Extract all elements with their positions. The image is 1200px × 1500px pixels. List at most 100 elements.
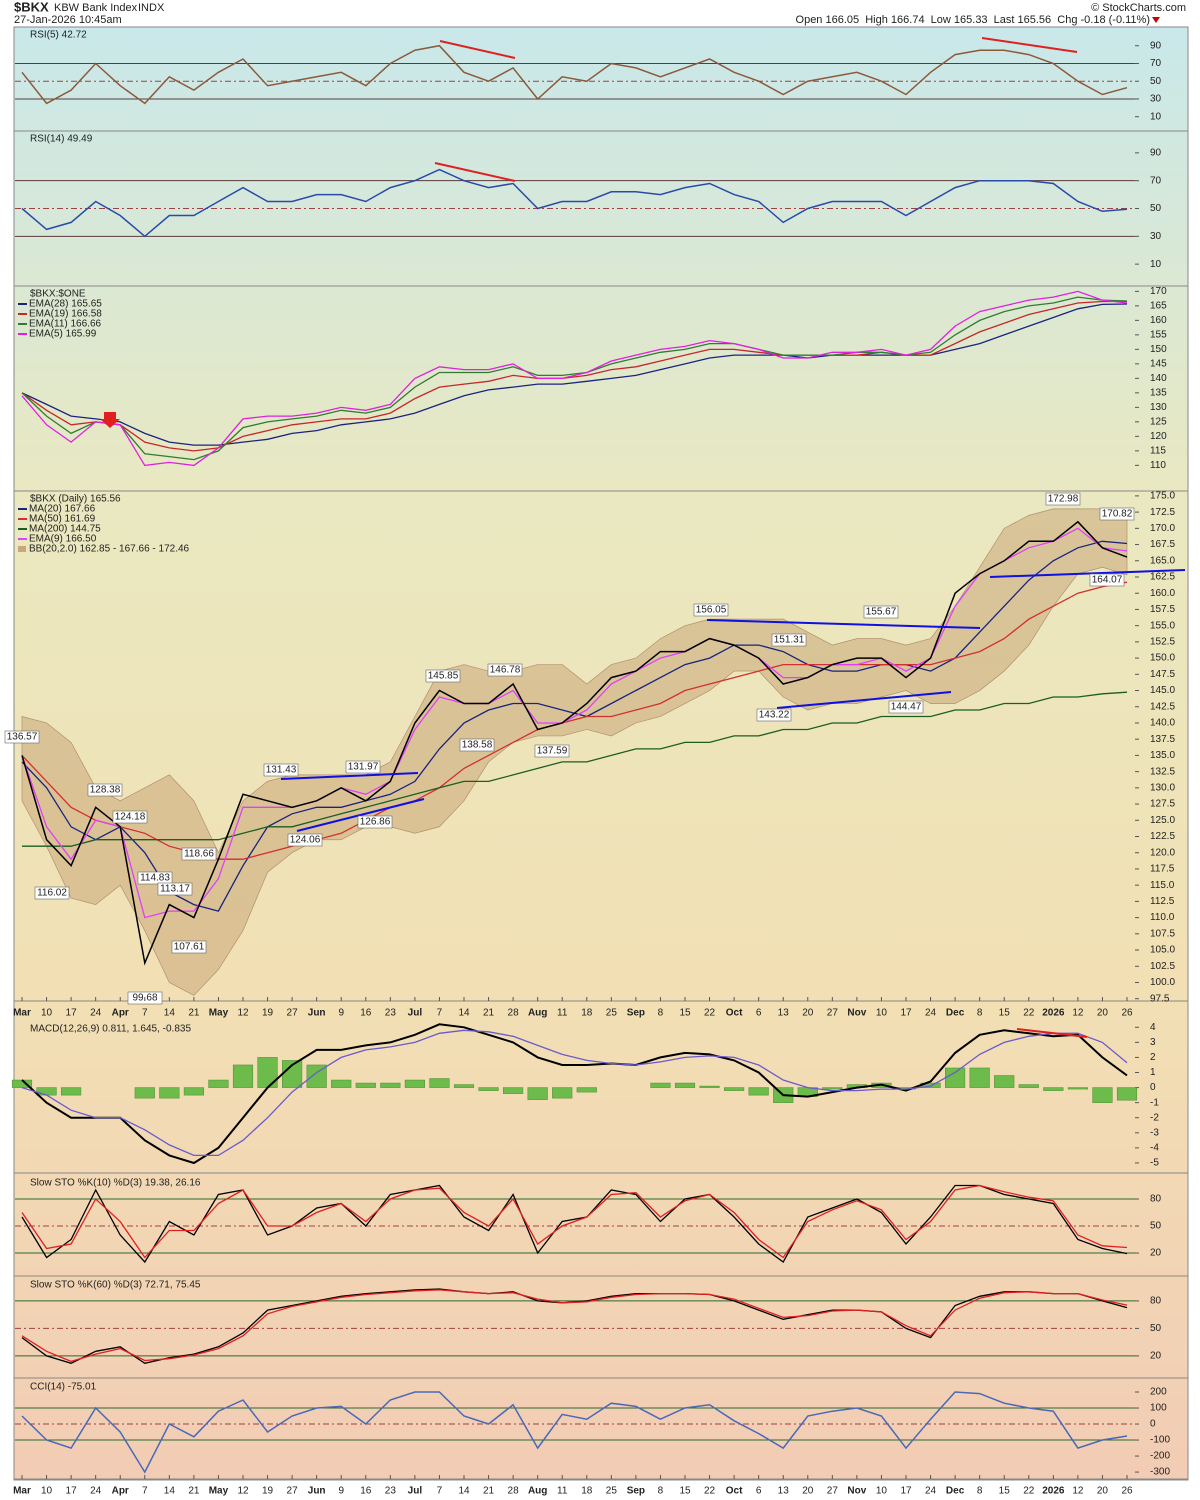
annotation-box xyxy=(534,744,570,758)
main-line xyxy=(21,1391,1128,1474)
panel-title: RSI(5) 42.72 xyxy=(30,30,87,41)
y-tick-label: 90 xyxy=(1150,148,1162,159)
series-line xyxy=(21,1029,1128,1157)
x-tick-label: Jul xyxy=(408,1008,423,1019)
y-tick-label: 50 xyxy=(1150,1323,1162,1334)
annotation: 156.05 xyxy=(696,605,727,616)
x-tick-label: 18 xyxy=(581,1486,593,1497)
exchange: INDX xyxy=(138,2,165,14)
y-tick-label: 132.5 xyxy=(1150,766,1175,777)
y-tick-label: 162.5 xyxy=(1150,572,1175,583)
x-tick-label: 20 xyxy=(1097,1486,1109,1497)
legend-label: MA(20) 167.66 xyxy=(29,504,96,515)
panel-title: MACD(12,26,9) 0.811, 1.645, -0.835 xyxy=(30,1024,191,1035)
annotation-box xyxy=(888,700,924,714)
series-line xyxy=(21,300,1128,452)
x-tick-label: 25 xyxy=(606,1008,618,1019)
annotation-box xyxy=(756,708,792,722)
x-tick-label: 15 xyxy=(679,1008,691,1019)
y-tick-label: 170 xyxy=(1150,286,1167,297)
y-tick-label: 120 xyxy=(1150,431,1167,442)
trend-line xyxy=(989,569,1186,578)
main-line xyxy=(21,44,1128,105)
y-tick-label: 80 xyxy=(1150,1296,1162,1307)
annotation: 144.47 xyxy=(891,702,922,713)
y-tick-label: -5 xyxy=(1150,1158,1159,1169)
y-tick-label: 130 xyxy=(1150,402,1167,413)
x-tick-label: Jun xyxy=(308,1008,326,1019)
x-tick-label: 23 xyxy=(385,1486,397,1497)
x-tick-label: May xyxy=(209,1486,229,1497)
legend-swatch xyxy=(18,546,26,552)
y-tick-label: 110 xyxy=(1150,460,1166,471)
y-tick-label: 127.5 xyxy=(1150,799,1175,810)
y-tick-label: 160.0 xyxy=(1150,588,1175,599)
annotation: 107.61 xyxy=(174,942,205,953)
annotation: 124.06 xyxy=(290,835,321,846)
annotation: 170.82 xyxy=(1102,509,1133,520)
y-tick-label: 122.5 xyxy=(1150,831,1175,842)
y-tick-label: 0 xyxy=(1150,1082,1156,1093)
y-tick-label: 115 xyxy=(1150,445,1166,456)
main-line xyxy=(21,168,1128,238)
y-tick-label: 10 xyxy=(1150,111,1162,122)
x-tick-label: Sep xyxy=(627,1008,645,1019)
y-tick-label: 147.5 xyxy=(1150,669,1175,680)
x-tick-label: 21 xyxy=(483,1486,495,1497)
x-tick-label: 22 xyxy=(704,1008,716,1019)
y-tick-label: -300 xyxy=(1150,1467,1170,1478)
series-line xyxy=(21,527,1128,919)
x-tick-label: 17 xyxy=(900,1486,912,1497)
annotation-box xyxy=(345,760,381,774)
annotation-box xyxy=(357,815,393,829)
trend-line xyxy=(296,798,425,832)
annotation-box xyxy=(425,669,461,683)
histogram-bar xyxy=(969,1067,990,1088)
x-tick-label: 12 xyxy=(1072,1486,1084,1497)
x-tick-label: 21 xyxy=(188,1486,200,1497)
x-tick-label: 21 xyxy=(483,1008,495,1019)
x-tick-label: 15 xyxy=(999,1486,1011,1497)
annotation: 138.58 xyxy=(462,740,493,751)
x-tick-label: Jun xyxy=(308,1486,326,1497)
x-tick-label: 20 xyxy=(1097,1008,1109,1019)
y-tick-label: 70 xyxy=(1150,175,1162,186)
watermark: © StockCharts.com xyxy=(1091,2,1186,14)
index-name: KBW Bank Index xyxy=(54,2,138,14)
x-tick-label: May xyxy=(209,1008,229,1019)
y-tick-label: 155.0 xyxy=(1150,620,1175,631)
x-tick-label: 11 xyxy=(557,1486,568,1497)
y-tick-label: 107.5 xyxy=(1150,928,1175,939)
y-tick-label: 135 xyxy=(1150,387,1167,398)
annotation: 118.66 xyxy=(184,849,214,860)
x-tick-label: 23 xyxy=(385,1008,397,1019)
timestamp: 27-Jan-2026 10:45am xyxy=(14,14,122,26)
series-line xyxy=(21,1184,1128,1264)
histogram-bar xyxy=(699,1085,720,1088)
histogram-bar xyxy=(355,1082,376,1088)
legend-label: EMA(5) 165.99 xyxy=(29,329,97,340)
annotation-box xyxy=(263,763,299,777)
y-tick-label: 4 xyxy=(1150,1022,1156,1033)
annotation-box xyxy=(693,603,729,617)
x-tick-label: 24 xyxy=(90,1486,102,1497)
x-tick-label: Sep xyxy=(627,1486,645,1497)
y-tick-label: 170.0 xyxy=(1150,523,1175,534)
x-tick-label: 13 xyxy=(778,1486,790,1497)
y-tick-label: 20 xyxy=(1150,1248,1162,1259)
y-tick-label: 50 xyxy=(1150,76,1162,87)
histogram-bar xyxy=(1067,1087,1088,1090)
annotation: 143.22 xyxy=(759,710,790,721)
x-tick-label: 2026 xyxy=(1042,1486,1065,1497)
annotation: 172.98 xyxy=(1048,494,1079,505)
histogram-bar xyxy=(674,1082,696,1088)
x-tick-label: 7 xyxy=(142,1008,148,1019)
x-tick-label: Aug xyxy=(528,1008,547,1019)
annotation: 128.38 xyxy=(90,785,121,796)
x-tick-label: 17 xyxy=(66,1008,78,1019)
x-tick-label: 27 xyxy=(827,1008,839,1019)
histogram-bar xyxy=(331,1079,352,1088)
y-tick-label: 3 xyxy=(1150,1037,1156,1048)
x-tick-label: 8 xyxy=(977,1486,983,1497)
